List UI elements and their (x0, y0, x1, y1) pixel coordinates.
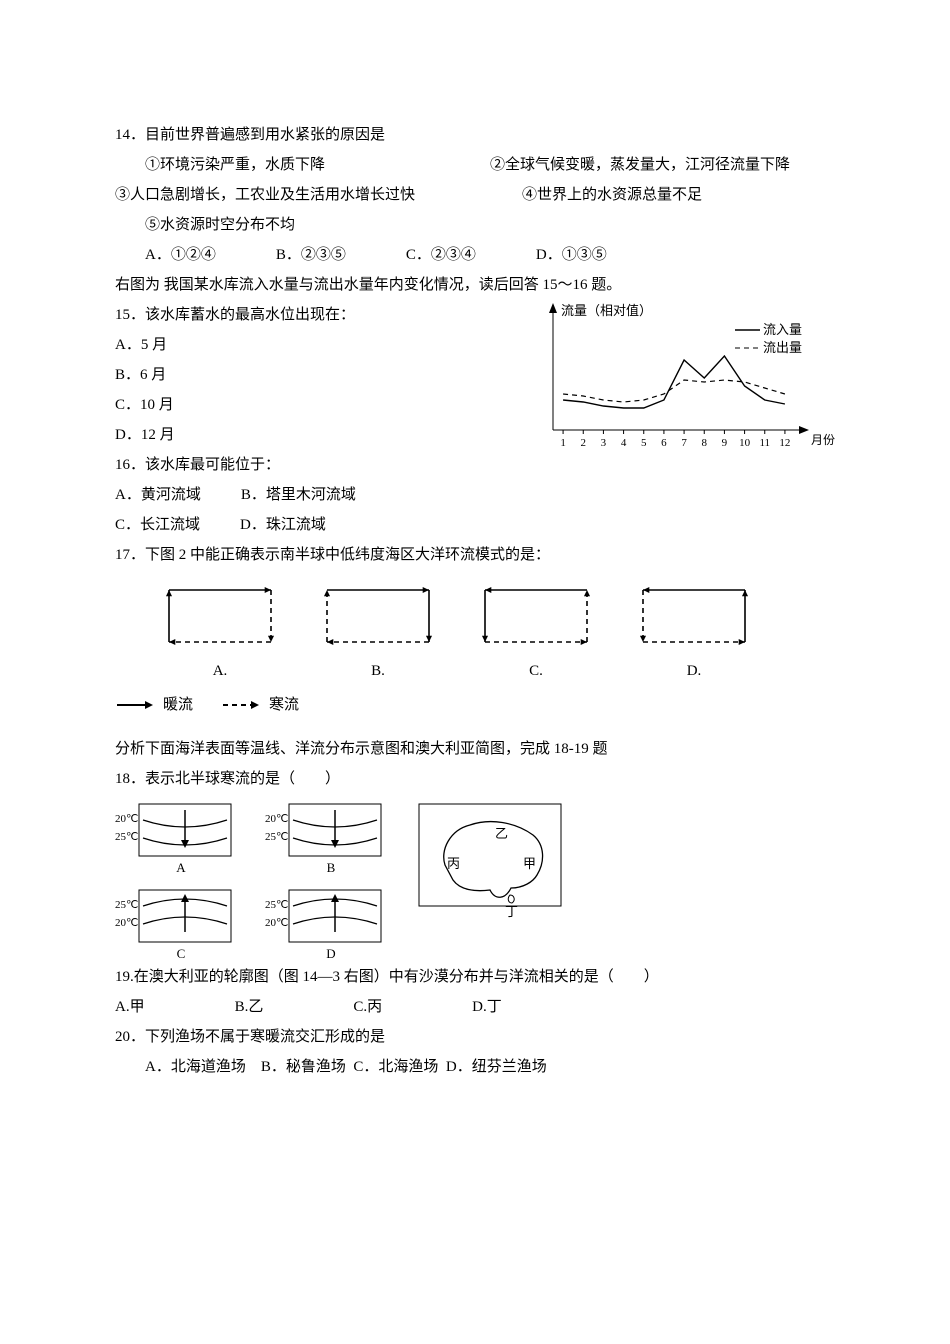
q19-c: C.丙 (353, 992, 382, 1022)
svg-text:1: 1 (560, 437, 566, 449)
svg-text:B: B (327, 860, 336, 875)
q18-figures: 20℃ 25℃ A 25℃ 20℃ C 20℃ 25℃ B 25℃ 20℃ D 丙 甲乙丁 (115, 800, 835, 962)
svg-text:2: 2 (581, 437, 587, 449)
svg-text:10: 10 (739, 437, 751, 449)
svg-text:C: C (177, 946, 186, 961)
q16-stem: 16．该水库最可能位于： (115, 450, 525, 480)
svg-text:25℃: 25℃ (265, 899, 288, 911)
isotherm-c: 25℃ 20℃ C (115, 886, 235, 962)
svg-text:20℃: 20℃ (115, 917, 138, 929)
svg-text:3: 3 (601, 437, 607, 449)
q17-stem: 17．下图 2 中能正确表示南半球中低纬度海区大洋环流模式的是： (115, 540, 835, 570)
q14-s1: ①环境污染严重，水质下降 (115, 150, 490, 180)
q14-c: C．②③④ (406, 240, 476, 270)
q17-box-b (313, 576, 443, 656)
q15-b: B．6 月 (115, 360, 525, 390)
q19-options: A.甲 B.乙 C.丙 D.丁 (115, 992, 835, 1022)
svg-text:25℃: 25℃ (115, 831, 138, 843)
legend-cold: 寒流 (269, 690, 299, 720)
q19-b: B.乙 (235, 992, 264, 1022)
q17-c: C. (471, 656, 601, 686)
svg-text:流量（相对值）: 流量（相对值） (561, 303, 652, 318)
q20-options: A．北海道渔场 B．秘鲁渔场 C．北海渔场 D．纽芬兰渔场 (115, 1052, 835, 1082)
q20-c: C．北海渔场 (353, 1059, 438, 1075)
q14-s4: ④世界上的水资源总量不足 (522, 180, 835, 210)
svg-text:丙: 丙 (447, 856, 460, 871)
q14-d: D．①③⑤ (536, 240, 607, 270)
q17-box-c (471, 576, 601, 656)
q15-c: C．10 月 (115, 390, 525, 420)
q14-stem: 14．目前世界普遍感到用水紧张的原因是 (115, 120, 835, 150)
q14-a: A．①②④ (145, 240, 216, 270)
q19-stem: 19.在澳大利亚的轮廓图（图 14—3 右图）中有沙漠分布并与洋流相关的是（ ） (115, 962, 835, 992)
reservoir-chart: 流量（相对值）123456789101112月份流入量流出量 (535, 300, 835, 460)
svg-text:25℃: 25℃ (265, 831, 288, 843)
q17-labels: A. B. C. D. (115, 656, 835, 686)
svg-text:流出量: 流出量 (763, 340, 802, 355)
legend-warm: 暖流 (163, 690, 193, 720)
q20-stem: 20．下列渔场不属于寒暖流交汇形成的是 (115, 1022, 835, 1052)
cold-arrow-icon (221, 699, 261, 711)
svg-text:甲: 甲 (523, 856, 536, 871)
svg-text:9: 9 (722, 437, 728, 449)
australia-map: 丙 甲乙丁 (415, 800, 565, 920)
intro-15-16: 右图为 我国某水库流入水量与流出水量年内变化情况，读后回答 15～16 题。 (115, 270, 835, 300)
svg-text:乙: 乙 (495, 826, 508, 841)
q16-c: C．长江流域 (115, 510, 200, 540)
svg-text:8: 8 (702, 437, 708, 449)
q17-box-a (155, 576, 285, 656)
q17-d: D. (629, 656, 759, 686)
q14-b: B．②③⑤ (276, 240, 346, 270)
svg-text:流入量: 流入量 (763, 322, 802, 337)
svg-text:A: A (176, 860, 186, 875)
svg-text:丁: 丁 (505, 904, 518, 919)
q16-d: D．珠江流域 (240, 510, 326, 540)
isotherm-d: 25℃ 20℃ D (265, 886, 385, 962)
svg-text:25℃: 25℃ (115, 899, 138, 911)
intro-18-19: 分析下面海洋表面等温线、洋流分布示意图和澳大利亚简图，完成 18-19 题 (115, 734, 835, 764)
svg-text:6: 6 (661, 437, 667, 449)
svg-text:20℃: 20℃ (115, 813, 138, 825)
q17-a: A. (155, 656, 285, 686)
warm-arrow-icon (115, 699, 155, 711)
q15-a: A．5 月 (115, 330, 525, 360)
q20-d: D．纽芬兰渔场 (446, 1059, 547, 1075)
isotherm-b: 20℃ 25℃ B (265, 800, 385, 876)
q15-d: D．12 月 (115, 420, 525, 450)
q15-stem: 15．该水库蓄水的最高水位出现在： (115, 300, 525, 330)
q20-a: A．北海道渔场 (145, 1059, 246, 1075)
q17-legend: 暖流 寒流 (115, 690, 835, 720)
q17-b: B. (313, 656, 443, 686)
q14-s2: ②全球气候变暖，蒸发量大，江河径流量下降 (490, 150, 835, 180)
q20-b: B．秘鲁渔场 (261, 1059, 346, 1075)
svg-text:4: 4 (621, 437, 627, 449)
svg-text:11: 11 (759, 437, 770, 449)
svg-text:7: 7 (681, 437, 687, 449)
svg-text:5: 5 (641, 437, 647, 449)
q18-stem: 18．表示北半球寒流的是（ ） (115, 764, 835, 794)
svg-text:20℃: 20℃ (265, 917, 288, 929)
q14-options: A．①②④ B．②③⑤ C．②③④ D．①③⑤ (115, 240, 835, 270)
q17-diagrams (115, 576, 835, 656)
svg-text:D: D (326, 946, 335, 961)
q19-a: A.甲 (115, 992, 145, 1022)
q14-s3: ③人口急剧增长，工农业及生活用水增长过快 (115, 180, 522, 210)
isotherm-a: 20℃ 25℃ A (115, 800, 235, 876)
svg-text:12: 12 (779, 437, 790, 449)
svg-text:20℃: 20℃ (265, 813, 288, 825)
svg-text:月份: 月份 (811, 433, 835, 447)
q16-a: A．黄河流域 (115, 480, 201, 510)
q16-b: B．塔里木河流域 (241, 480, 356, 510)
q19-d: D.丁 (472, 992, 502, 1022)
q17-box-d (629, 576, 759, 656)
q14-s5: ⑤水资源时空分布不均 (115, 210, 835, 240)
